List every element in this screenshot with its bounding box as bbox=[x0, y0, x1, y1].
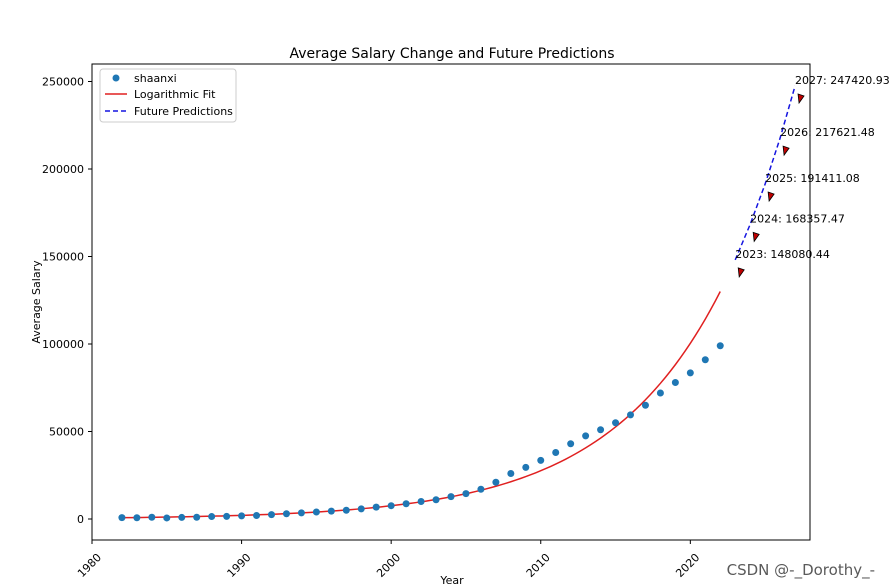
legend-frame bbox=[99, 68, 237, 123]
scatter-point bbox=[402, 500, 410, 508]
scatter-point bbox=[238, 512, 246, 520]
legend-marker-scatter bbox=[112, 74, 120, 82]
y-tick-label: 50000 bbox=[49, 426, 84, 439]
scatter-point bbox=[282, 510, 290, 518]
scatter-point bbox=[133, 514, 141, 522]
y-tick-label: 0 bbox=[77, 513, 84, 526]
arrow-layer bbox=[737, 93, 805, 278]
annotation-arrow-2026 bbox=[782, 145, 790, 157]
scatter-point bbox=[253, 512, 261, 519]
scatter-point bbox=[716, 342, 724, 350]
scatter-point bbox=[327, 507, 335, 515]
scatter-point bbox=[522, 463, 530, 471]
scatter-point bbox=[552, 449, 560, 456]
annotation-label-2027: 2027: 247420.93 bbox=[795, 74, 889, 87]
scatter-point bbox=[208, 513, 216, 521]
chart-title: Average Salary Change and Future Predict… bbox=[289, 46, 614, 62]
annotation-label-2025: 2025: 191411.08 bbox=[765, 172, 860, 185]
scatter-point bbox=[492, 478, 500, 486]
y-tick-label: 200000 bbox=[42, 163, 84, 176]
scatter-point bbox=[342, 506, 350, 514]
scatter-point bbox=[297, 509, 305, 517]
watermark: CSDN @-_Dorothy_- bbox=[726, 561, 875, 579]
scatter-point bbox=[686, 369, 694, 377]
scatter-point bbox=[193, 513, 201, 521]
annotation-arrow-2025 bbox=[767, 191, 775, 203]
y-tick-label: 250000 bbox=[42, 76, 84, 89]
plot-frame bbox=[91, 63, 811, 541]
scatter-point bbox=[537, 456, 545, 464]
scatter-point bbox=[462, 490, 470, 498]
scatter-point bbox=[701, 356, 709, 364]
scatter-point bbox=[627, 411, 634, 419]
annotation-arrow-2027 bbox=[797, 93, 805, 105]
plot-area bbox=[91, 63, 811, 541]
scatter-point bbox=[656, 389, 664, 397]
legend: shaanxi Logarithmic Fit Future Predictio… bbox=[99, 68, 237, 123]
y-tick-label: 150000 bbox=[42, 251, 84, 264]
y-tick-label: 100000 bbox=[42, 338, 84, 351]
prediction-layer bbox=[734, 85, 796, 261]
scatter-point bbox=[223, 512, 231, 520]
annotation-layer: 2023: 148080.44 2024: 168357.47 2025: 1914… bbox=[735, 74, 889, 261]
scatter-point bbox=[447, 493, 455, 501]
legend-label-scatter: shaanxi bbox=[134, 72, 177, 85]
scatter-point bbox=[312, 508, 320, 516]
scatter-point bbox=[641, 401, 649, 409]
scatter-point bbox=[671, 379, 679, 386]
annotation-label-2023: 2023: 148080.44 bbox=[735, 248, 830, 261]
scatter-layer bbox=[118, 342, 724, 522]
scatter-point bbox=[372, 503, 380, 511]
scatter-point bbox=[417, 498, 425, 505]
scatter-point bbox=[477, 485, 485, 493]
scatter-point bbox=[612, 419, 620, 427]
scatter-point bbox=[268, 511, 275, 519]
legend-label-fit: Logarithmic Fit bbox=[134, 88, 216, 101]
annotation-arrow-2023 bbox=[737, 267, 745, 278]
scatter-point bbox=[163, 514, 171, 522]
prediction-line bbox=[734, 85, 796, 261]
scatter-point bbox=[178, 513, 186, 521]
scatter-point bbox=[432, 496, 440, 504]
scatter-point bbox=[567, 440, 575, 448]
annotation-arrow-2024 bbox=[752, 231, 760, 243]
scatter-point bbox=[387, 502, 395, 510]
annotation-label-2026: 2026: 217621.48 bbox=[780, 126, 875, 139]
scatter-point bbox=[597, 426, 605, 434]
y-axis-ticks: 0 50000 100000 150000 200000 250000 bbox=[42, 76, 92, 526]
scatter-point bbox=[357, 505, 365, 513]
y-axis-label: Average Salary bbox=[30, 260, 43, 344]
annotation-label-2024: 2024: 168357.47 bbox=[750, 212, 845, 225]
scatter-point bbox=[148, 513, 156, 521]
legend-label-predictions: Future Predictions bbox=[134, 105, 233, 118]
scatter-point bbox=[507, 470, 515, 477]
scatter-point bbox=[118, 514, 126, 522]
x-axis-label: Year bbox=[439, 574, 464, 587]
scatter-point bbox=[582, 432, 590, 440]
